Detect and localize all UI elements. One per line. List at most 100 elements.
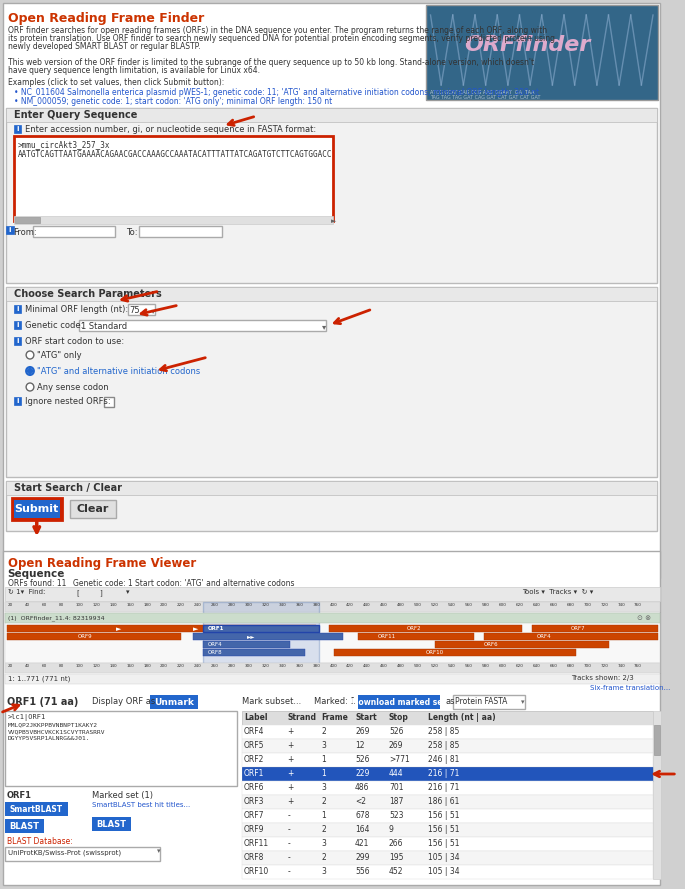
Text: its protein translation. Use ORF finder to search newly sequenced DNA for potent: its protein translation. Use ORF finder … <box>8 34 555 43</box>
Text: 740: 740 <box>617 603 625 607</box>
Text: Six-frame translation...: Six-frame translation... <box>590 685 671 691</box>
Text: ORF1: ORF1 <box>244 769 264 778</box>
Text: ORF start codon to use:: ORF start codon to use: <box>25 337 124 346</box>
Text: 2: 2 <box>321 797 326 806</box>
Bar <box>203 602 319 664</box>
Text: 480: 480 <box>397 664 405 668</box>
Text: ▾: ▾ <box>521 699 525 705</box>
Text: Unmark: Unmark <box>154 698 194 707</box>
Text: 340: 340 <box>279 603 286 607</box>
Text: ORFfinder: ORFfinder <box>464 35 590 55</box>
Text: 380: 380 <box>312 603 321 607</box>
Text: 420: 420 <box>347 603 354 607</box>
Text: 520: 520 <box>431 664 439 668</box>
Bar <box>14 136 333 221</box>
Text: Length (nt | aa): Length (nt | aa) <box>427 713 495 722</box>
Text: ORF1: ORF1 <box>208 626 225 631</box>
Text: 200: 200 <box>160 603 168 607</box>
Circle shape <box>26 383 34 391</box>
Text: 258 | 85: 258 | 85 <box>427 727 459 736</box>
Text: <2: <2 <box>355 797 366 806</box>
Text: 160: 160 <box>126 664 134 668</box>
Text: -: - <box>287 839 290 848</box>
Bar <box>5 613 660 623</box>
Bar <box>5 711 237 786</box>
Bar <box>242 795 653 809</box>
Text: SmartBLAST: SmartBLAST <box>9 805 62 813</box>
Text: 156 | 51: 156 | 51 <box>427 839 459 848</box>
Text: 140: 140 <box>110 603 117 607</box>
Text: ORF5: ORF5 <box>244 741 264 750</box>
Text: ATCG GCAT CAG CCG AAG GGAAT  GA  TAA: ATCG GCAT CAG CCG AAG GGAAT GA TAA <box>430 90 535 95</box>
Text: -: - <box>287 867 290 876</box>
Text: • NM_000059; genetic code: 1; start codon: 'ATG only'; minimal ORF length: 150 n: • NM_000059; genetic code: 1; start codo… <box>14 97 332 106</box>
Text: Start: Start <box>355 713 377 722</box>
Text: 580: 580 <box>482 664 490 668</box>
Text: Download marked set: Download marked set <box>351 698 446 707</box>
Text: Enter Query Sequence: Enter Query Sequence <box>14 110 137 120</box>
Text: 460: 460 <box>380 664 388 668</box>
Bar <box>242 739 653 753</box>
Bar <box>139 226 221 237</box>
Text: ▾: ▾ <box>322 322 326 331</box>
Text: Frame: Frame <box>321 713 348 722</box>
Text: 660: 660 <box>549 603 558 607</box>
Text: Genetic code: 1: Genetic code: 1 <box>73 579 132 588</box>
Text: 258 | 85: 258 | 85 <box>427 741 459 750</box>
Text: 340: 340 <box>279 664 286 668</box>
Text: ORF11: ORF11 <box>244 839 269 848</box>
Text: "ATG" and alternative initiation codons: "ATG" and alternative initiation codons <box>37 367 200 376</box>
Text: ▾: ▾ <box>151 306 155 315</box>
Text: ORF4: ORF4 <box>208 642 223 647</box>
Text: Protein FASTA: Protein FASTA <box>455 697 507 706</box>
Text: 701: 701 <box>389 783 403 792</box>
Text: 320: 320 <box>262 603 270 607</box>
Text: 1: 1 <box>321 811 326 820</box>
Text: >lc1|ORF1: >lc1|ORF1 <box>8 714 46 721</box>
Bar <box>242 767 653 781</box>
Text: +: + <box>287 797 294 806</box>
Text: 1: 1 <box>321 769 326 778</box>
Text: Stop: Stop <box>389 713 409 722</box>
Bar <box>5 226 14 234</box>
Bar <box>5 613 660 663</box>
Text: 444: 444 <box>389 769 403 778</box>
Text: 556: 556 <box>355 867 370 876</box>
Text: ↻ 1▾  Find:: ↻ 1▾ Find: <box>8 589 45 595</box>
Bar <box>5 819 44 833</box>
Bar <box>5 587 660 601</box>
Text: 280: 280 <box>228 664 236 668</box>
Text: 500: 500 <box>414 664 422 668</box>
Text: 1 Standard: 1 Standard <box>82 322 127 331</box>
Text: ORF7: ORF7 <box>244 811 264 820</box>
Text: 640: 640 <box>532 664 540 668</box>
Text: • NC_011604 Salmonella enterica plasmid pWES-1; genetic code: 11; 'ATG' and alte: • NC_011604 Salmonella enterica plasmid … <box>14 88 538 97</box>
Text: 486: 486 <box>355 783 369 792</box>
Bar <box>7 625 316 632</box>
Text: 105 | 34: 105 | 34 <box>427 867 459 876</box>
Text: ORF1 (71 aa): ORF1 (71 aa) <box>7 697 78 707</box>
Text: ORF4: ORF4 <box>244 727 264 736</box>
Text: ORF10: ORF10 <box>425 650 444 655</box>
Text: Ignore nested ORFs:: Ignore nested ORFs: <box>25 397 111 406</box>
Bar <box>242 837 653 851</box>
Text: 620: 620 <box>516 664 523 668</box>
Text: +: + <box>287 755 294 764</box>
Text: 740: 740 <box>617 664 625 668</box>
Text: 3: 3 <box>321 783 326 792</box>
Text: 200: 200 <box>160 664 168 668</box>
Text: 420: 420 <box>347 664 354 668</box>
Text: Marked set (1): Marked set (1) <box>92 791 153 800</box>
Text: 229: 229 <box>355 769 369 778</box>
Text: Any sense codon: Any sense codon <box>37 383 108 392</box>
Text: i: i <box>8 227 11 233</box>
Text: Minimal ORF length (nt):: Minimal ORF length (nt): <box>25 305 128 314</box>
Text: +: + <box>287 783 294 792</box>
Bar <box>203 649 305 656</box>
Text: 3: 3 <box>321 867 326 876</box>
Text: -: - <box>287 825 290 834</box>
Text: 80: 80 <box>58 603 64 607</box>
Bar <box>5 287 657 477</box>
Bar <box>5 108 657 122</box>
Text: have query sequence length limitation, is available for Linux x64.: have query sequence length limitation, i… <box>8 66 260 75</box>
